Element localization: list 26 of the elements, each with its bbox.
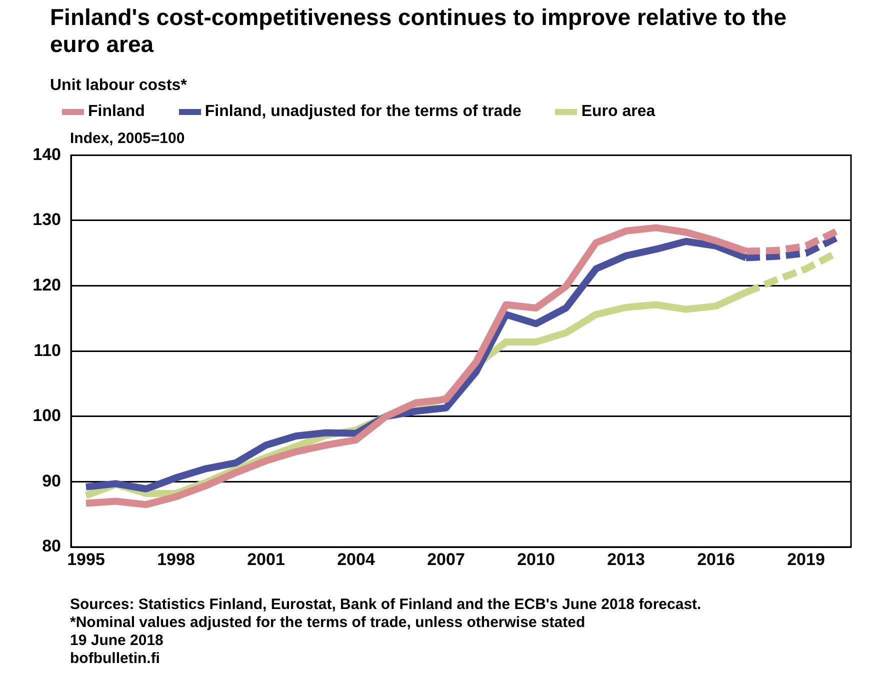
x-tick-label: 1998 bbox=[157, 550, 195, 569]
y-tick-label: 110 bbox=[34, 340, 61, 360]
text: bofbulletin.fi bbox=[70, 650, 161, 668]
chart-subtitle: Unit labour costs* bbox=[50, 77, 187, 95]
legend-label: Finland, unadjusted for the terms of trade bbox=[204, 103, 522, 121]
y-tick-label: 130 bbox=[32, 210, 61, 230]
x-tick-label: 1995 bbox=[67, 550, 105, 569]
y-tick-label: 140 bbox=[32, 144, 61, 164]
x-tick-label: 2010 bbox=[517, 550, 555, 569]
y-tick-label: 80 bbox=[42, 536, 61, 556]
text: *Nominal values adjusted for the terms of trade, unless otherwise stated bbox=[70, 614, 586, 632]
y-tick-label: 100 bbox=[32, 406, 61, 426]
y-tick-label: 120 bbox=[32, 275, 61, 294]
text: 19 June 2018 bbox=[70, 632, 164, 650]
x-tick-label: 2019 bbox=[787, 550, 825, 569]
chart-title: Finland's cost-competitiveness continues to improve relative to the euro area bbox=[50, 4, 788, 58]
y-tick-label: 90 bbox=[42, 471, 61, 490]
x-tick-label: 2007 bbox=[427, 550, 465, 569]
x-tick-label: 2016 bbox=[697, 550, 735, 569]
x-tick-label: 2013 bbox=[607, 550, 645, 569]
source-note: Sources: Statistics Finland, Eurostat, Bank of Finland and the ECB's June 2018 forecast. bbox=[70, 596, 702, 614]
x-tick-label: 2001 bbox=[247, 550, 285, 569]
y-axis-title: Index, 2005=100 bbox=[70, 130, 185, 147]
legend-label: Finland bbox=[88, 103, 145, 121]
x-tick-label: 2004 bbox=[337, 550, 376, 569]
legend-label: Euro area bbox=[581, 103, 656, 121]
